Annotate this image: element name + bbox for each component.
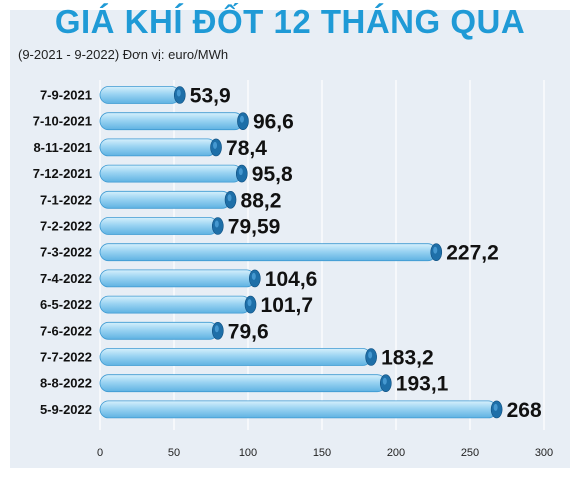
x-tick-label: 0: [97, 447, 103, 459]
bar: [99, 348, 372, 366]
value-label: 53,9: [190, 85, 231, 108]
category-label: 7-6-2022: [40, 323, 92, 338]
bar-end-highlight: [382, 377, 387, 385]
bar-end-highlight: [247, 299, 252, 307]
x-tick-label: 50: [168, 447, 180, 459]
x-tick-label: 250: [461, 447, 479, 459]
chart-subtitle: (9-2021 - 9-2022) Đơn vị: euro/MWh: [18, 47, 229, 62]
category-label: 8-8-2022: [40, 376, 92, 391]
category-label: 7-9-2021: [40, 88, 92, 103]
x-tick-label: 300: [535, 447, 553, 459]
bar-row: [99, 295, 257, 314]
bar: [99, 374, 387, 393]
x-tick-label: 100: [239, 447, 257, 459]
bar-row: [99, 321, 224, 340]
category-label: 7-1-2022: [40, 192, 92, 207]
bar-row: [99, 190, 237, 209]
value-label: 95,8: [252, 163, 293, 186]
category-label: 8-11-2021: [33, 140, 92, 155]
bar: [99, 295, 251, 314]
value-label: 78,4: [226, 137, 267, 160]
value-label: 193,1: [396, 373, 449, 396]
category-label: 7-3-2022: [40, 245, 92, 260]
category-label: 7-12-2021: [33, 166, 92, 181]
bar: [99, 164, 243, 183]
bar-end-highlight: [239, 115, 244, 123]
bar-row: [99, 138, 222, 157]
bar: [99, 400, 498, 419]
bar-row: [99, 217, 224, 235]
bar-end-highlight: [213, 141, 218, 149]
bar-row: [99, 86, 186, 104]
category-label: 7-10-2021: [33, 114, 92, 129]
bar-end-highlight: [238, 168, 243, 176]
value-label: 183,2: [381, 347, 434, 370]
bar-row: [99, 348, 377, 366]
bar-end-highlight: [176, 89, 181, 97]
category-label: 7-4-2022: [40, 271, 92, 286]
bar-row: [99, 400, 503, 419]
bar: [99, 321, 219, 340]
value-label: 88,2: [241, 189, 282, 212]
bar-end-highlight: [214, 325, 219, 333]
category-label: 6-5-2022: [40, 297, 92, 312]
value-label: 79,59: [228, 216, 281, 239]
value-label: 268: [507, 399, 542, 422]
value-label: 104,6: [265, 268, 318, 291]
category-label: 7-2-2022: [40, 219, 92, 234]
bar-row: [99, 269, 261, 288]
bar: [99, 86, 181, 104]
bar-end-highlight: [493, 403, 498, 411]
bar: [99, 217, 219, 235]
bar-end-highlight: [368, 351, 373, 359]
bar-row: [99, 374, 392, 393]
x-tick-label: 200: [387, 447, 405, 459]
category-label: 7-7-2022: [40, 350, 92, 365]
category-label: 5-9-2022: [40, 402, 92, 417]
bar-end-highlight: [433, 246, 438, 254]
bar-row: [99, 243, 443, 262]
value-label: 96,6: [253, 111, 294, 134]
value-label: 79,6: [228, 320, 269, 343]
chart-title: GIÁ KHÍ ĐỐT 12 THÁNG QUA: [54, 3, 526, 40]
bar: [99, 190, 231, 209]
bar: [99, 269, 256, 288]
x-tick-label: 150: [313, 447, 331, 459]
bar: [99, 243, 437, 262]
value-label: 227,2: [446, 242, 499, 265]
bar: [99, 138, 217, 157]
bar-end-highlight: [214, 220, 219, 228]
bar-end-highlight: [251, 272, 256, 280]
bar-end-highlight: [227, 194, 232, 202]
bar: [99, 112, 244, 131]
bar-row: [99, 112, 249, 131]
value-label: 101,7: [261, 294, 314, 317]
bar-row: [99, 164, 248, 183]
